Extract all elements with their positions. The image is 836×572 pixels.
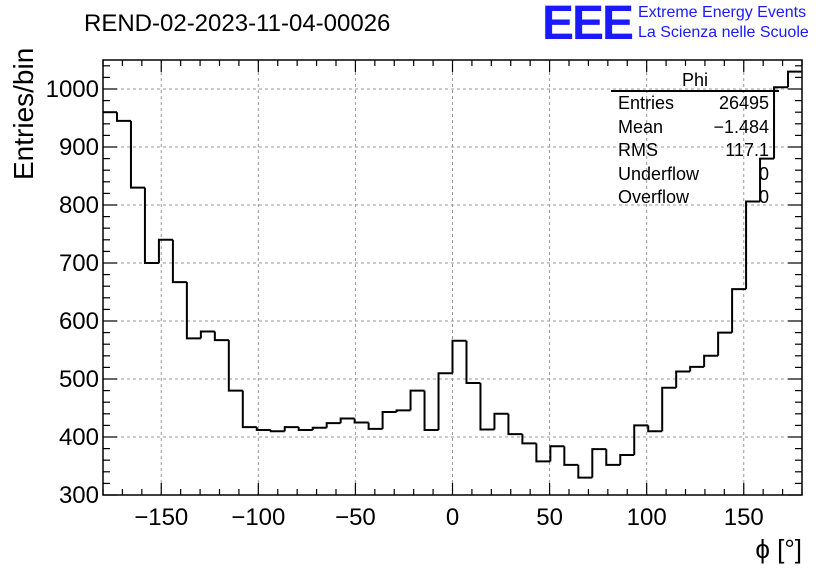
stats-row-mean: Mean −1.484: [611, 116, 779, 140]
x-tick-label: −50: [335, 504, 376, 531]
stats-title: Phi: [611, 70, 779, 92]
histogram-bin: [689, 365, 705, 372]
histogram-bin: [787, 70, 802, 88]
stats-row-overflow: Overflow 0: [611, 186, 779, 210]
histogram-bin: [703, 354, 719, 367]
stats-value: 0: [758, 187, 769, 207]
logo-line-2: La Scienza nelle Scuole: [638, 24, 809, 41]
stats-label: RMS: [618, 140, 658, 160]
y-tick-label: 400: [59, 424, 99, 451]
x-tick-label: 0: [446, 504, 459, 531]
stats-label: Overflow: [618, 187, 690, 207]
logo-caption: Extreme Energy Events La Scienza nelle S…: [638, 3, 809, 43]
histogram-bin: [353, 418, 369, 424]
histogram-bin: [563, 446, 579, 466]
histogram-bin: [241, 390, 257, 429]
grid-lines: [103, 60, 802, 496]
x-tick-label: 150: [724, 504, 764, 531]
histogram-bin: [325, 422, 341, 428]
histogram-bin: [395, 409, 411, 413]
histogram-bin: [381, 411, 397, 429]
stats-value: 0: [758, 163, 769, 184]
histogram-bin: [297, 427, 313, 432]
y-tick-label: 500: [59, 366, 99, 393]
histogram-bin: [717, 331, 733, 356]
plot-frame: [102, 59, 803, 496]
histogram-bin: [185, 282, 201, 340]
histogram-bin: [423, 390, 439, 432]
histogram-bin: [227, 340, 243, 392]
histogram-bin: [633, 424, 649, 455]
histogram-bin: [283, 426, 299, 432]
histogram-bin: [129, 120, 145, 189]
histogram-bin: [409, 389, 425, 411]
y-tick-label: 700: [59, 250, 99, 277]
histogram-bin: [339, 417, 355, 424]
y-tick-label: 300: [59, 482, 99, 509]
y-tick-label: 1000: [46, 76, 99, 103]
histogram-bin: [507, 413, 523, 436]
tick-labels: −150 −100 −50 0 50 100 150 300 400 500 600 700 800 90…: [46, 76, 764, 531]
histogram-bin: [619, 453, 635, 465]
eee-logo: EEE: [542, 0, 634, 50]
histogram-bin: [311, 426, 327, 431]
logo-line-1: Extreme Energy Events: [638, 4, 807, 21]
stats-label: Underflow: [618, 163, 700, 184]
y-tick-label: 900: [59, 134, 99, 161]
histogram-bin: [171, 239, 187, 284]
histogram-bin: [773, 86, 789, 159]
histogram-bin: [115, 112, 131, 122]
histogram-bin: [465, 340, 481, 385]
stats-value: 26495: [718, 93, 769, 113]
x-tick-label: −100: [231, 504, 285, 531]
histogram-bars: [103, 70, 802, 479]
y-tick-label: 800: [59, 192, 99, 219]
histogram-bin: [647, 425, 663, 433]
histogram-bin: [213, 331, 229, 342]
stats-box: Phi Entries 26495 Mean −1.484 RMS 117.1 …: [611, 70, 779, 210]
stats-row-entries: Entries 26495: [611, 92, 779, 116]
histogram-bin: [367, 422, 383, 430]
x-tick-label: −150: [134, 504, 188, 531]
stats-row-underflow: Underflow 0: [611, 163, 779, 187]
histogram-bin: [605, 449, 621, 466]
histogram-bin: [451, 339, 467, 374]
histogram-bin: [521, 434, 537, 445]
histogram-bin: [157, 238, 173, 263]
histogram-bin: [535, 443, 551, 463]
histogram-bin: [591, 448, 607, 478]
histogram-bin: [549, 445, 565, 462]
x-axis-label: ϕ [°]: [755, 534, 802, 564]
stats-label: Mean: [618, 116, 664, 137]
y-tick-label: 600: [59, 308, 99, 335]
x-tick-label: 100: [627, 504, 667, 531]
stats-value: −1.484: [713, 116, 769, 137]
histogram-bin: [493, 412, 509, 430]
stats-label: Entries: [618, 93, 675, 113]
histogram-bin: [745, 200, 761, 290]
chart-title: REND-02-2023-11-04-00026: [84, 10, 391, 37]
stats-value: 117.1: [725, 140, 769, 160]
histogram-bin: [661, 386, 677, 432]
histogram-bin: [437, 372, 453, 431]
histogram-bin: [479, 383, 495, 431]
histogram-bin: [675, 370, 691, 388]
x-tick-label: 50: [536, 504, 563, 531]
stats-row-rms: RMS 117.1: [611, 139, 779, 163]
histogram-bin: [759, 157, 775, 202]
histogram-bin: [577, 464, 593, 479]
histogram-bin: [255, 427, 271, 432]
histogram-bin: [731, 288, 747, 333]
histogram-bin: [269, 430, 285, 433]
y-axis-label: Entries/bin: [8, 47, 39, 180]
histogram-bin: [143, 187, 159, 264]
histogram-bin: [199, 330, 215, 339]
